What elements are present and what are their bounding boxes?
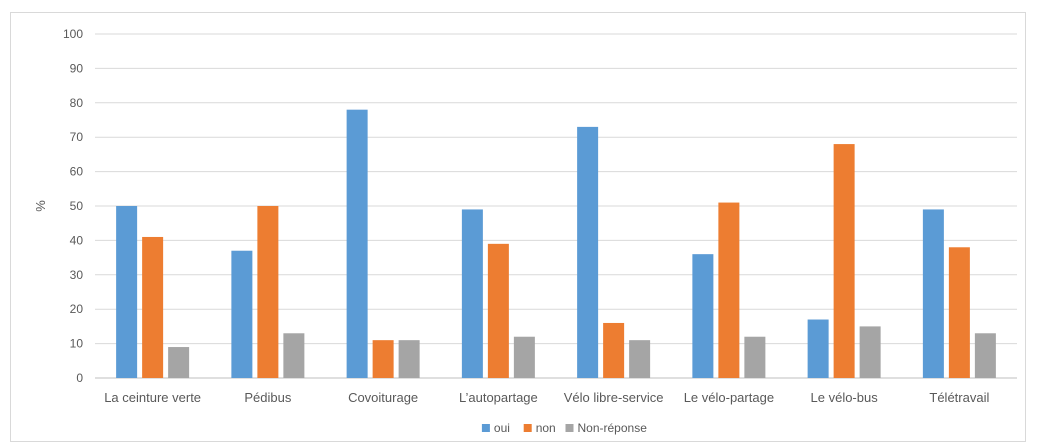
- bar-non: [142, 236, 164, 378]
- bar-non: [257, 206, 279, 378]
- y-tick-label: 90: [70, 61, 84, 75]
- bar-non-r-ponse: [513, 336, 535, 378]
- bar-non: [603, 322, 625, 378]
- bar-oui: [692, 254, 714, 378]
- y-tick-label: 0: [76, 371, 83, 385]
- y-tick-label: 30: [70, 268, 84, 282]
- bar-oui: [461, 209, 483, 378]
- legend-swatch: [565, 424, 574, 432]
- bar-non: [948, 247, 970, 378]
- bar-oui: [577, 126, 599, 378]
- y-tick-label: 50: [70, 199, 84, 213]
- category-label: Covoiturage: [348, 390, 418, 405]
- y-axis-label: %: [33, 200, 48, 212]
- y-tick-label: 10: [70, 337, 84, 351]
- bar-non-r-ponse: [629, 340, 651, 378]
- category-label: Le vélo-bus: [811, 390, 879, 405]
- bar-non: [372, 340, 394, 378]
- bar-oui: [231, 250, 253, 378]
- bar-non: [487, 243, 509, 378]
- bar-non-r-ponse: [283, 333, 305, 378]
- bar-non: [718, 202, 740, 378]
- category-label: Vélo libre-service: [564, 390, 664, 405]
- y-tick-label: 80: [70, 96, 84, 110]
- legend-label: non: [536, 421, 556, 435]
- bar-oui: [922, 209, 944, 378]
- y-tick-label: 60: [70, 165, 84, 179]
- bar-non: [833, 144, 855, 378]
- y-tick-label: 100: [63, 27, 83, 41]
- y-tick-label: 40: [70, 233, 84, 247]
- category-label: Le vélo-partage: [684, 390, 774, 405]
- category-label: Télétravail: [929, 390, 989, 405]
- y-tick-label: 20: [70, 302, 84, 316]
- bar-oui: [346, 109, 368, 379]
- bar-oui: [116, 206, 138, 378]
- legend-swatch: [523, 424, 532, 432]
- bar-non-r-ponse: [398, 340, 420, 378]
- legend-label: Non-réponse: [578, 421, 648, 435]
- y-tick-label: 70: [70, 130, 84, 144]
- category-label: Pédibus: [244, 390, 291, 405]
- category-label: L’autopartage: [459, 390, 538, 405]
- category-label: La ceinture verte: [104, 390, 201, 405]
- bar-non-r-ponse: [744, 336, 766, 378]
- bar-chart: 0 10 20 30 40 50 60 70 80 90 100% La ceinture verte…: [33, 27, 1017, 435]
- legend-swatch: [481, 424, 490, 432]
- bar-non-r-ponse: [974, 333, 996, 378]
- bar-non-r-ponse: [168, 347, 190, 378]
- chart-frame: 0 10 20 30 40 50 60 70 80 90 100% La ceinture verte…: [10, 12, 1026, 442]
- bar-non-r-ponse: [859, 326, 881, 378]
- legend-label: oui: [494, 421, 510, 435]
- bar-oui: [807, 319, 829, 378]
